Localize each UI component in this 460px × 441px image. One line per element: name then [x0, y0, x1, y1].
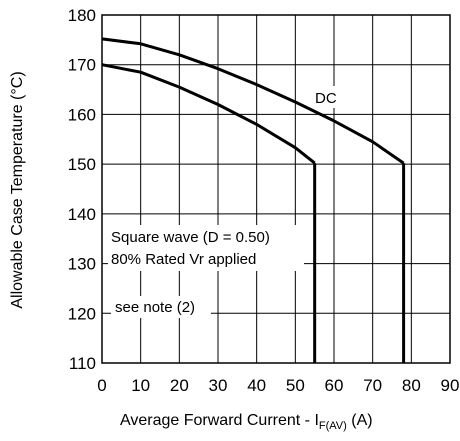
- y-tick-label-3: 140: [68, 205, 96, 224]
- x-axis-title-unit: (A): [347, 412, 373, 429]
- dc-label: DC: [315, 90, 337, 107]
- y-tick-label-2: 130: [68, 255, 96, 274]
- series-line-1: [101, 63, 316, 165]
- x-tick-labels: 0 10 20 30 40 50 60 70 80 90: [97, 376, 459, 395]
- note-box-bg: [111, 296, 211, 318]
- y-tick-label-7: 180: [68, 6, 96, 25]
- x-tick-label-2: 20: [170, 376, 189, 395]
- x-tick-label-0: 0: [97, 376, 106, 395]
- y-tick-label-5: 160: [68, 105, 96, 124]
- square-wave-label: Square wave (D = 0.50): [111, 229, 270, 246]
- see-note-label: see note (2): [115, 299, 195, 316]
- annotation-box-bg: [108, 225, 304, 271]
- x-tick-label-1: 10: [131, 376, 150, 395]
- x-tick-label-5: 50: [286, 376, 305, 395]
- plot-frame: [101, 14, 451, 364]
- x-tick-label-9: 90: [441, 376, 460, 395]
- rated-vr-label: 80% Rated Vr applied: [111, 251, 256, 268]
- plot-area-border: [101, 14, 451, 364]
- x-axis-title-subscript: F(AV): [319, 420, 347, 432]
- x-tick-label-8: 80: [402, 376, 421, 395]
- dc-label-bg: [311, 86, 343, 108]
- x-tick-label-4: 40: [247, 376, 266, 395]
- x-axis-title: Average Forward Current - IF(AV) (A): [120, 412, 373, 432]
- y-tick-label-4: 150: [68, 155, 96, 174]
- annotation-backgrounds: [108, 86, 343, 318]
- y-tick-labels: 110 120 130 140 150 160 170 180: [68, 6, 96, 373]
- series-line-0: [101, 37, 405, 165]
- y-axis-title: Allowable Case Temperature (°C): [9, 71, 26, 308]
- series-layer: [101, 37, 406, 363]
- x-axis-title-main: Average Forward Current - I: [120, 412, 319, 429]
- y-tick-label-6: 170: [68, 56, 96, 75]
- x-tick-label-6: 60: [325, 376, 344, 395]
- x-tick-label-7: 70: [363, 376, 382, 395]
- y-tick-label-1: 120: [68, 304, 96, 323]
- y-tick-label-0: 110: [69, 354, 96, 373]
- x-tick-label-3: 30: [209, 376, 228, 395]
